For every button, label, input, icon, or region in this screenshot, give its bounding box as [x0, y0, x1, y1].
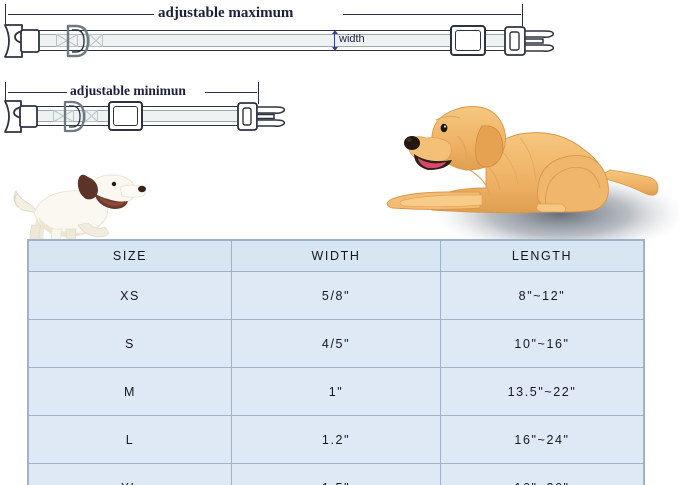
max-stitch-right: [89, 34, 103, 47]
max-stitch-right-cross: [89, 34, 103, 47]
min-dim-line-right: [205, 92, 257, 93]
table-row: XL 1.5" 16"~26": [28, 463, 644, 485]
max-side-release-buckle-right: [504, 26, 555, 56]
min-stitch-right-cross: [85, 110, 98, 122]
cell-size: L: [28, 415, 232, 464]
width-dimension-arrow: [331, 30, 338, 51]
min-stitch-left-cross: [53, 110, 74, 122]
min-dim-tick-left: [5, 82, 6, 104]
max-dim-line-left: [8, 14, 154, 15]
min-dim-line-left: [8, 92, 67, 93]
cell-width: 1.2": [231, 415, 441, 464]
column-header-size: SIZE: [28, 240, 232, 272]
max-slider-buckle: [450, 25, 486, 56]
adjustable-minimum-label: adjustable minimun: [70, 83, 186, 98]
table-row: M 1" 13.5"~22": [28, 367, 644, 416]
cell-width: 4/5": [231, 319, 441, 368]
table-row: S 4/5" 10"~16": [28, 319, 644, 368]
min-d-ring: [63, 100, 86, 133]
max-dim-tick-right: [522, 4, 523, 26]
min-side-release-buckle-left: [4, 100, 38, 133]
column-header-width: WIDTH: [231, 240, 441, 272]
min-side-release-buckle-right: [237, 102, 286, 131]
max-d-ring: [66, 24, 90, 58]
cell-length: 16"~24": [440, 415, 644, 464]
max-dim-line-right: [343, 14, 521, 15]
table-header-row: SIZE WIDTH LENGTH: [28, 240, 644, 272]
table-row: XS 5/8" 8"~12": [28, 271, 644, 320]
cell-length: 10"~16": [440, 319, 644, 368]
size-chart-table: SIZE WIDTH LENGTH XS 5/8" 8"~12" S 4/5" …: [28, 240, 644, 485]
cell-width: 1.5": [231, 463, 441, 485]
min-stitch-left: [53, 110, 74, 122]
cell-size: XS: [28, 271, 232, 320]
cell-length: 8"~12": [440, 271, 644, 320]
min-dim-tick-right: [258, 82, 259, 104]
max-dim-tick-left: [5, 4, 6, 26]
min-stitch-right: [85, 110, 98, 122]
cell-size: XL: [28, 463, 232, 485]
table-row: L 1.2" 16"~24": [28, 415, 644, 464]
cell-size: M: [28, 367, 232, 416]
column-header-length: LENGTH: [440, 240, 644, 272]
width-label: width: [339, 33, 365, 45]
max-side-release-buckle-left: [4, 24, 40, 58]
golden-retriever-illustration: [386, 106, 679, 252]
small-dog-illustration: [13, 174, 147, 250]
cell-width: 1": [231, 367, 441, 416]
max-collar-strap-inner: [36, 34, 522, 47]
cell-size: S: [28, 319, 232, 368]
min-slider-buckle: [108, 101, 143, 131]
cell-length: 16"~26": [440, 463, 644, 485]
cell-width: 5/8": [231, 271, 441, 320]
adjustable-maximum-label: adjustable maximum: [158, 5, 294, 21]
cell-length: 13.5"~22": [440, 367, 644, 416]
